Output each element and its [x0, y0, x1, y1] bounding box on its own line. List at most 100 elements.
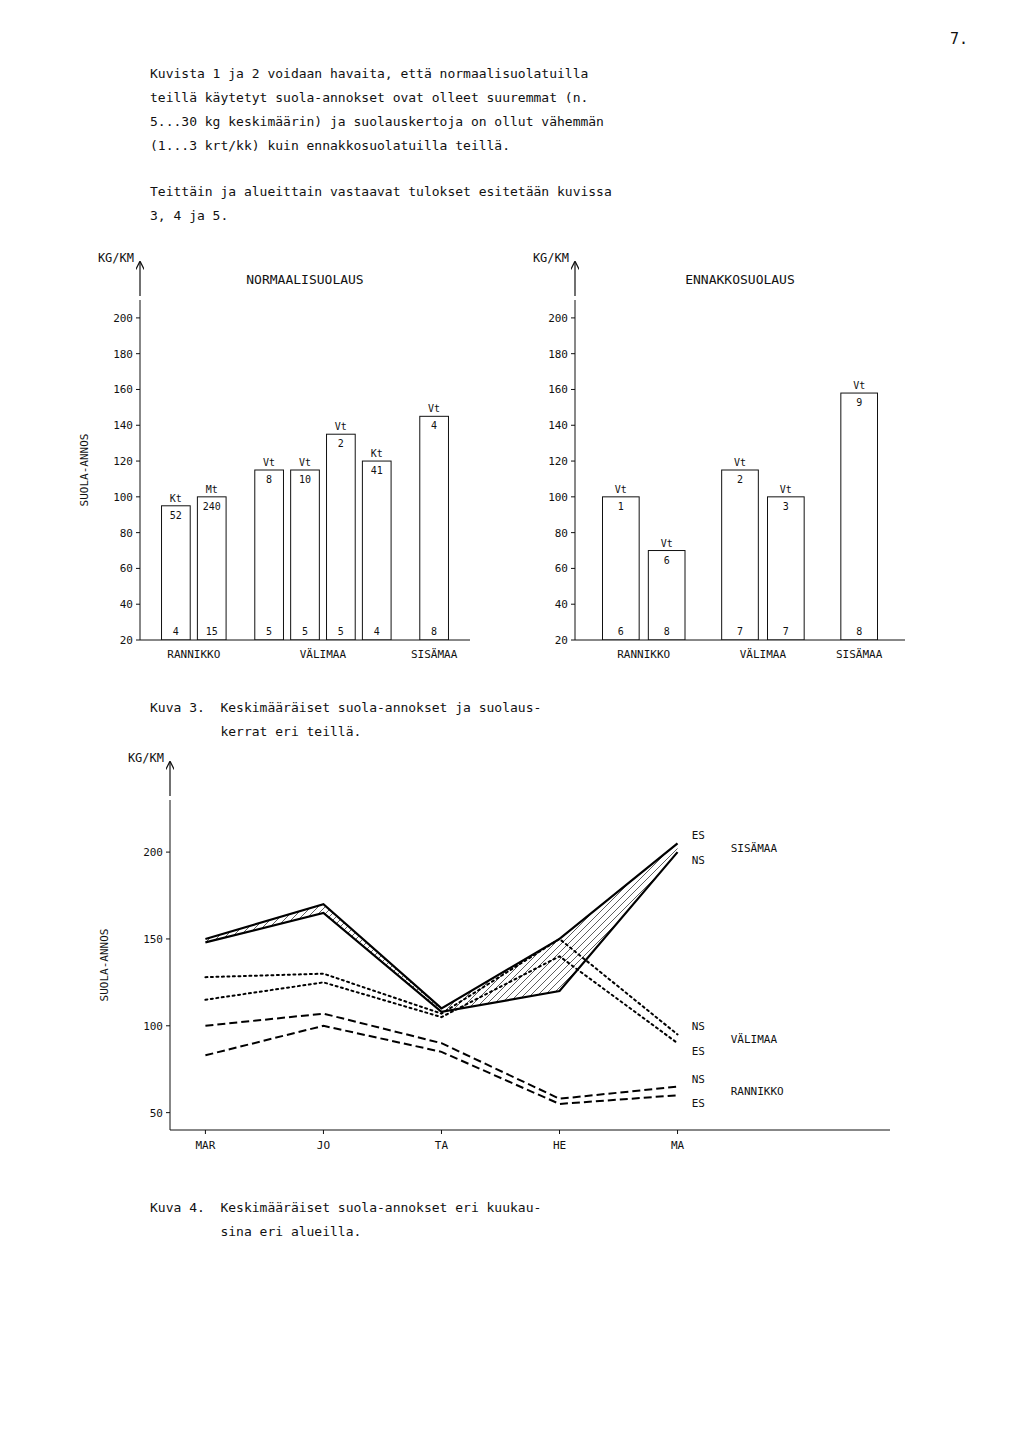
road-number: 1: [618, 501, 624, 512]
road-label: Vt: [853, 380, 865, 391]
unit-arrow: [169, 762, 170, 796]
y-tick-label: 50: [150, 1107, 163, 1120]
y-tick-label: 80: [120, 527, 133, 540]
intro-text: Kuvista 1 ja 2 voidaan havaita, että nor…: [150, 66, 588, 81]
line-chart: ESNSSISÄMAANSESVÄLIMAANSESRANNIKKO501001…: [98, 751, 890, 1152]
line: [205, 956, 677, 1043]
y-axis: [140, 300, 141, 640]
y-tick-label: 100: [548, 491, 568, 504]
y-tick-label: 140: [113, 419, 133, 432]
y-tick: [136, 425, 140, 426]
region-label: SISÄMAA: [731, 842, 778, 855]
bar: [420, 416, 449, 640]
y-label: SUOLA-ANNOS: [98, 929, 111, 1002]
x-tick-label: HE: [553, 1139, 566, 1152]
y-tick-label: 100: [113, 491, 133, 504]
unit-arrow: [574, 262, 575, 296]
y-tick: [136, 389, 140, 390]
region-label: RANNIKKO: [731, 1085, 784, 1098]
count-label: 7: [783, 626, 789, 637]
road-number: 4: [431, 420, 437, 431]
y-tick: [571, 461, 575, 462]
y-tick: [136, 604, 140, 605]
road-label: Vt: [661, 538, 673, 549]
y-tick: [571, 640, 575, 641]
count-label: 15: [206, 626, 218, 637]
y-tick-label: 60: [555, 562, 568, 575]
x-tick: [323, 1130, 324, 1134]
y-tick-label: 40: [555, 598, 568, 611]
y-tick: [571, 317, 575, 318]
line: [205, 1014, 677, 1099]
y-tick-label: 120: [113, 455, 133, 468]
count-label: 5: [266, 626, 272, 637]
x-axis: [170, 1130, 890, 1131]
y-tick: [136, 568, 140, 569]
bar: [648, 551, 685, 640]
x-tick-label: SISÄMAA: [836, 648, 883, 661]
intro-text: 5...30 kg keskimäärin) ja suolauskertoja…: [150, 114, 604, 129]
y-tick: [166, 1025, 170, 1026]
plot-area: [162, 416, 449, 640]
bar: [197, 497, 226, 640]
count-label: 5: [302, 626, 308, 637]
y-tick: [571, 532, 575, 533]
page-background: [0, 0, 1024, 1444]
y-tick-label: 200: [548, 312, 568, 325]
count-label: 8: [856, 626, 862, 637]
y-tick-label: 20: [120, 634, 133, 647]
line: [205, 1026, 677, 1104]
y-axis: [170, 800, 171, 1130]
count-label: 4: [173, 626, 179, 637]
page-number: 7.: [950, 30, 968, 48]
road-label: Kt: [170, 493, 182, 504]
y-tick-label: 140: [548, 419, 568, 432]
y-tick: [166, 852, 170, 853]
bar: [362, 461, 391, 640]
bar-chart: Kt524Mt24015Vt85Vt105Vt25Kt414Vt48RANNIK…: [78, 251, 470, 661]
road-number: 3: [783, 501, 789, 512]
y-tick-label: 120: [548, 455, 568, 468]
x-axis: [575, 640, 905, 641]
caption: Kuva 4. Keskimääräiset suola-annokset er…: [150, 1200, 541, 1215]
road-number: 9: [856, 397, 862, 408]
count-label: 8: [431, 626, 437, 637]
y-tick-label: 200: [143, 846, 163, 859]
road-label: Vt: [734, 457, 746, 468]
caption: kerrat eri teillä.: [150, 724, 361, 739]
y-tick-label: 40: [120, 598, 133, 611]
x-tick-label: VÄLIMAA: [740, 648, 787, 661]
bar: [603, 497, 640, 640]
line: [205, 843, 677, 1008]
bar: [162, 506, 191, 640]
x-tick-label: TA: [435, 1139, 449, 1152]
y-tick-label: 100: [143, 1020, 163, 1033]
road-number: 41: [371, 465, 383, 476]
y-tick: [136, 353, 140, 354]
road-label: Vt: [780, 484, 792, 495]
y-tick: [571, 604, 575, 605]
y-tick: [136, 317, 140, 318]
y-tick: [571, 353, 575, 354]
road-label: Vt: [299, 457, 311, 468]
x-tick-label: RANNIKKO: [617, 648, 670, 661]
series-label: NS: [692, 1073, 705, 1086]
x-tick: [559, 1130, 560, 1134]
x-tick-label: VÄLIMAA: [300, 648, 347, 661]
road-number: 2: [737, 474, 743, 485]
count-label: 4: [374, 626, 380, 637]
y-unit: KG/KM: [128, 751, 164, 765]
y-tick: [136, 461, 140, 462]
y-tick-label: 80: [555, 527, 568, 540]
region-label: VÄLIMAA: [731, 1033, 778, 1046]
x-tick-label: RANNIKKO: [167, 648, 220, 661]
series-label: ES: [692, 1097, 705, 1110]
y-tick-label: 200: [113, 312, 133, 325]
bar-chart: Vt16Vt68Vt27Vt37Vt98RANNIKKOVÄLIMAASISÄM…: [533, 251, 905, 661]
y-tick: [136, 496, 140, 497]
y-tick: [571, 568, 575, 569]
road-number: 8: [266, 474, 272, 485]
road-label: Vt: [615, 484, 627, 495]
y-label: SUOLA-ANNOS: [78, 434, 91, 507]
x-tick-label: MAR: [195, 1139, 215, 1152]
